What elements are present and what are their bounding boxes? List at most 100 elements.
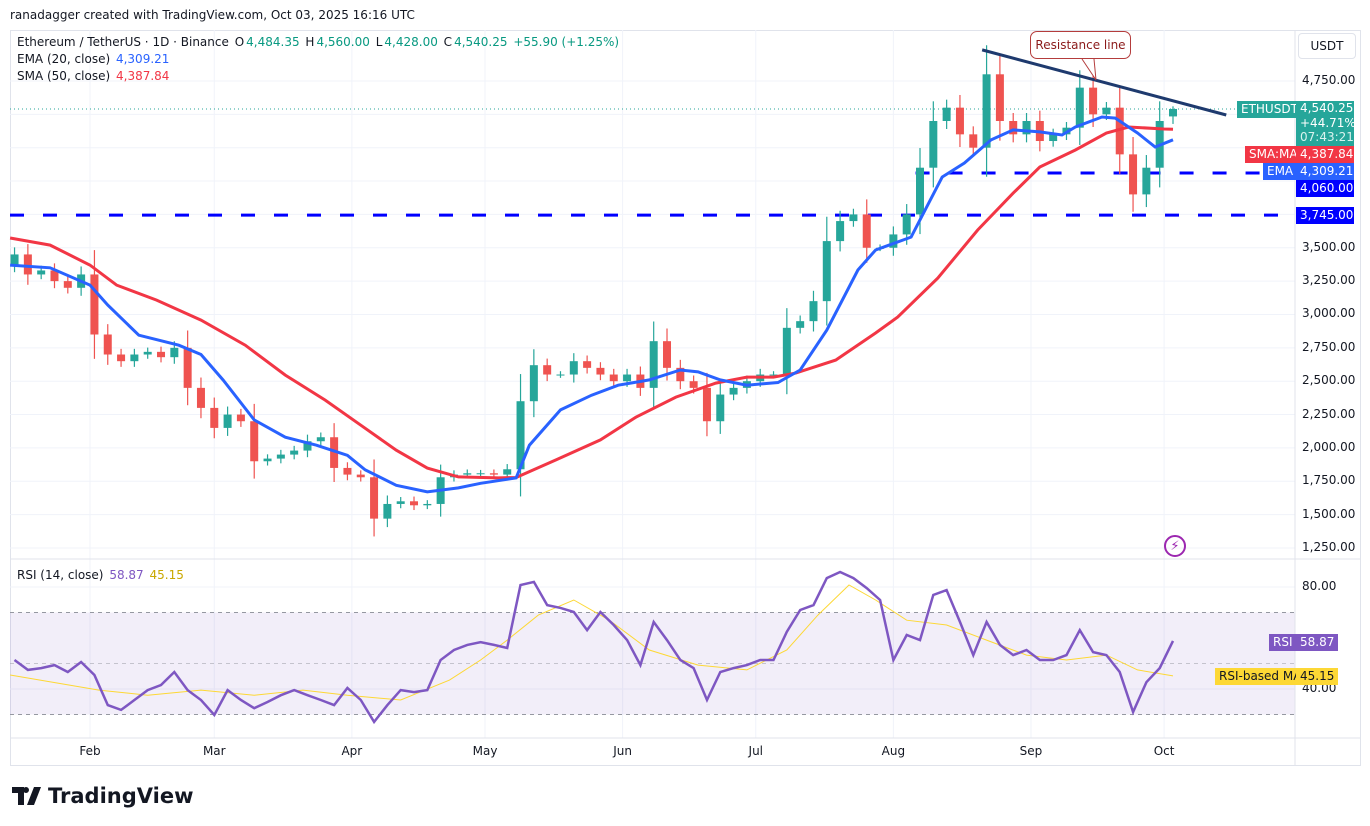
candle xyxy=(316,432,325,446)
candle-body xyxy=(236,414,245,422)
candle-body xyxy=(689,381,698,388)
candle-body xyxy=(1009,121,1018,135)
resistance-callout[interactable]: Resistance line xyxy=(1030,31,1131,59)
ema-line xyxy=(9,115,1174,494)
candle-body xyxy=(370,477,379,519)
candle xyxy=(183,330,192,406)
candle xyxy=(250,403,259,479)
candle xyxy=(782,308,791,395)
candle-body xyxy=(942,107,951,122)
candle-body xyxy=(1169,108,1177,117)
candle xyxy=(210,397,219,439)
candle xyxy=(969,126,978,156)
candle xyxy=(796,315,805,334)
candle-body xyxy=(316,437,325,442)
candle xyxy=(676,359,685,390)
candle-body xyxy=(623,374,632,382)
ema-legend[interactable]: EMA (20, close) 4,309.21 xyxy=(17,52,170,66)
price-tick: 1,250.00 xyxy=(1302,539,1356,554)
candle-body xyxy=(130,354,139,362)
price-tick: 3,000.00 xyxy=(1302,306,1356,321)
candle-body xyxy=(63,281,72,288)
candle-body xyxy=(1142,167,1151,195)
candle-body xyxy=(769,374,778,376)
candle-body xyxy=(969,134,978,148)
callout-pointer xyxy=(1081,58,1097,81)
time-label: Apr xyxy=(341,744,363,758)
candle xyxy=(383,495,392,528)
candle-body xyxy=(489,473,498,475)
candle-body xyxy=(663,341,672,368)
candle-body xyxy=(1022,121,1031,135)
candle xyxy=(1075,70,1084,146)
tradingview-logo[interactable]: TradingView xyxy=(12,784,193,808)
candle xyxy=(529,349,538,418)
candle-body xyxy=(143,351,152,355)
candle-body xyxy=(836,221,845,242)
candle-body xyxy=(476,473,485,475)
candle xyxy=(303,434,312,458)
candle xyxy=(1115,87,1124,175)
currency-button[interactable]: USDT xyxy=(1298,33,1356,59)
candle xyxy=(1142,155,1151,208)
candle xyxy=(423,500,432,510)
symbol-name[interactable]: Ethereum / TetherUS · 1D · Binance xyxy=(17,35,229,49)
candle-body xyxy=(503,469,512,475)
open-value: 4,484.35 xyxy=(246,35,300,49)
candle-body xyxy=(50,270,59,282)
time-label: Jul xyxy=(748,744,764,758)
candle-body xyxy=(10,254,19,266)
high-value: 4,560.00 xyxy=(316,35,370,49)
candle-body xyxy=(1049,134,1058,142)
grid xyxy=(10,30,1295,738)
candle xyxy=(556,371,565,378)
candle xyxy=(143,347,152,359)
support-low-label: 3,745.00 xyxy=(1296,207,1354,224)
chart-credit: ranadagger created with TradingView.com,… xyxy=(10,8,415,22)
candle-body xyxy=(183,347,192,388)
candle xyxy=(663,328,672,381)
candle-body xyxy=(383,503,392,519)
time-label: Oct xyxy=(1153,744,1175,758)
rsi-band-lines xyxy=(10,612,1295,716)
rsi-legend[interactable]: RSI (14, close) 58.87 45.15 xyxy=(17,568,184,582)
candle-body xyxy=(343,467,352,475)
symbol-legend: Ethereum / TetherUS · 1D · Binance O 4,48… xyxy=(17,35,620,49)
candle-body xyxy=(955,107,964,135)
candle-body xyxy=(995,74,1004,122)
candle-body xyxy=(609,374,618,382)
candle-body xyxy=(103,334,112,355)
candle-body xyxy=(303,441,312,451)
lightning-icon[interactable]: ⚡ xyxy=(1164,535,1186,557)
ema-price-label: 4,309.21 xyxy=(1296,163,1354,180)
candle xyxy=(276,449,285,464)
candle xyxy=(569,353,578,383)
candle-body xyxy=(596,367,605,375)
sma-tag: SMA:MA xyxy=(1245,146,1302,163)
candle-body xyxy=(583,361,592,368)
candles xyxy=(10,45,1177,537)
candle xyxy=(596,362,605,381)
candle-body xyxy=(1075,87,1084,128)
candle-body xyxy=(276,454,285,459)
candle xyxy=(543,358,552,382)
candle xyxy=(50,263,59,289)
candle-body xyxy=(809,301,818,322)
sma-line xyxy=(9,125,1174,480)
price-tick: 2,750.00 xyxy=(1302,339,1356,354)
rsi-ma-value-label: 45.15 xyxy=(1296,668,1338,685)
candle-body xyxy=(410,501,419,506)
price-tick: 2,500.00 xyxy=(1302,373,1356,388)
price-tick: 4,750.00 xyxy=(1302,72,1356,87)
candle xyxy=(263,454,272,466)
candle xyxy=(1009,112,1018,143)
candle xyxy=(63,275,72,294)
candle xyxy=(236,408,245,427)
candle xyxy=(716,381,725,434)
close-value: 4,540.25 xyxy=(454,35,508,49)
candle-body xyxy=(263,458,272,462)
candle-body xyxy=(290,450,299,455)
price-tick: 1,500.00 xyxy=(1302,506,1356,521)
sma-legend[interactable]: SMA (50, close) 4,387.84 xyxy=(17,69,170,83)
